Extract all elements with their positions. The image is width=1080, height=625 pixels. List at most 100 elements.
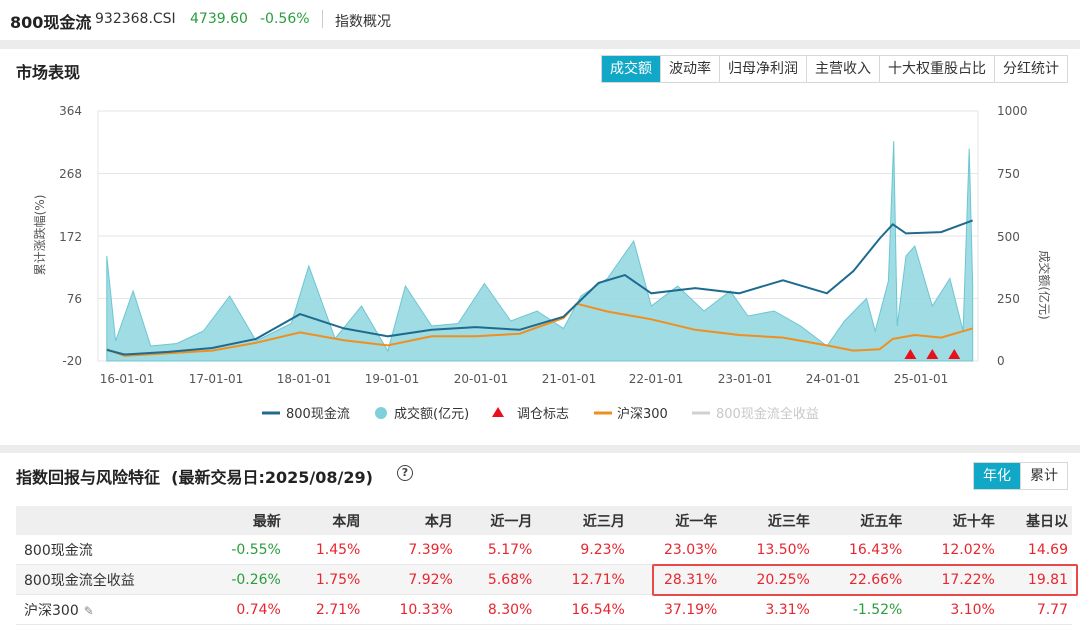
x-axis: 16-01-01 17-01-01 18-01-01 19-01-01 20-0… xyxy=(100,372,948,386)
x-tick-label: 21-01-01 xyxy=(542,372,596,386)
row-name-text: 沪深300 xyxy=(24,602,79,619)
row-name-text: 800现金流 xyxy=(24,542,93,559)
legend-item-hs300[interactable]: 沪深300 xyxy=(594,406,668,422)
index-overview-link[interactable]: 指数概况 xyxy=(335,14,391,30)
return-cell: 5.68% xyxy=(462,564,543,595)
return-cell: 20.25% xyxy=(727,564,820,595)
x-tick-label: 25-01-01 xyxy=(894,372,948,386)
legend-item-volume[interactable]: 成交额(亿元) xyxy=(375,406,469,422)
return-cell: 5.17% xyxy=(462,535,543,565)
legend-label: 800现金流全收益 xyxy=(716,406,819,422)
tab-revenue[interactable]: 主营收入 xyxy=(806,56,879,82)
returns-panel-title: 指数回报与风险特征 (最新交易日:2025/08/29) xyxy=(16,464,373,488)
return-cell: -0.55% xyxy=(204,535,291,565)
index-change: -0.56% xyxy=(260,11,310,27)
y-tick-right: 0 xyxy=(997,354,1005,368)
index-price: 4739.60 xyxy=(190,11,248,27)
index-header: 800现金流 932368.CSI 4739.60 -0.56% 指数概况 xyxy=(0,0,1080,40)
return-cell: 7.39% xyxy=(370,535,463,565)
column-header: 近十年 xyxy=(912,506,1005,535)
legend-item-total-return[interactable]: 800现金流全收益 xyxy=(692,406,819,422)
market-chart: 364 268 172 76 -20 累计涨跌幅(%) 1000 750 500… xyxy=(32,104,1052,422)
returns-table: 最新 本周 本月 近一月 近三月 近一年 近三年 近五年 近十年 基日以 800… xyxy=(16,506,1072,625)
y-axis-right-label: 成交额(亿元) xyxy=(1037,250,1052,319)
metric-tabs: 成交额 波动率 归母净利润 主营收入 十大权重股占比 分红统计 xyxy=(601,55,1068,83)
y-axis-left-label: 累计涨跌幅(%) xyxy=(32,195,47,276)
return-cell: 10.33% xyxy=(370,594,463,625)
x-tick-label: 18-01-01 xyxy=(277,372,331,386)
index-name: 800现金流 xyxy=(10,13,92,32)
toggle-cumulative[interactable]: 累计 xyxy=(1020,463,1067,489)
legend-item-index[interactable]: 800现金流 xyxy=(262,406,350,422)
return-mode-toggle: 年化 累计 xyxy=(973,462,1068,490)
column-header: 基日以 xyxy=(1004,506,1072,535)
rebalance-marker-layer xyxy=(904,349,961,359)
legend-label: 成交额(亿元) xyxy=(394,406,469,422)
return-cell: -0.26% xyxy=(204,564,291,595)
market-performance-panel: 市场表现 成交额 波动率 归母净利润 主营收入 十大权重股占比 分红统计 364… xyxy=(0,49,1080,445)
return-cell: 16.43% xyxy=(819,535,913,565)
rebalance-marker[interactable] xyxy=(948,349,961,359)
y-tick-left: 364 xyxy=(59,104,82,118)
tab-net-profit[interactable]: 归母净利润 xyxy=(719,56,806,82)
return-cell: 23.03% xyxy=(634,535,728,565)
return-cell: 12.71% xyxy=(542,564,635,595)
tab-volatility[interactable]: 波动率 xyxy=(660,56,719,82)
row-name: 800现金流全收益 xyxy=(16,564,204,595)
column-header xyxy=(16,506,204,535)
column-header: 近三年 xyxy=(727,506,820,535)
legend-triangle-icon xyxy=(492,407,504,417)
latest-trade-date: (最新交易日:2025/08/29) xyxy=(171,468,373,487)
table-header-row: 最新 本周 本月 近一月 近三月 近一年 近三年 近五年 近十年 基日以 xyxy=(16,506,1072,535)
column-header: 近五年 xyxy=(819,506,913,535)
return-cell: 7.77 xyxy=(1004,594,1072,625)
return-cell: 1.75% xyxy=(290,564,371,595)
tab-turnover[interactable]: 成交额 xyxy=(602,56,660,82)
y-tick-left: -20 xyxy=(62,354,82,368)
index-code: 932368.CSI xyxy=(95,11,176,27)
line-series-layer xyxy=(106,219,974,357)
legend-item-rebalance[interactable]: 调仓标志 xyxy=(492,407,569,422)
y-axis-right: 1000 750 500 250 0 成交额(亿元) xyxy=(997,104,1052,368)
column-header: 本周 xyxy=(290,506,371,535)
x-tick-label: 17-01-01 xyxy=(189,372,243,386)
return-cell: 14.69 xyxy=(1004,535,1072,565)
return-cell: 13.50% xyxy=(727,535,820,565)
series-index-line xyxy=(106,219,974,356)
rebalance-marker[interactable] xyxy=(904,349,917,359)
return-cell: 3.31% xyxy=(727,594,820,625)
table-row[interactable]: 沪深300 ✎ 0.74% 2.71% 10.33% 8.30% 16.54% 37.19% 3… xyxy=(16,594,1072,625)
return-cell: 19.81 xyxy=(1004,564,1072,595)
series-volume-area xyxy=(106,140,974,362)
x-tick-label: 16-01-01 xyxy=(100,372,154,386)
table-row[interactable]: 800现金流全收益 -0.26% 1.75% 7.92% 5.68% 12.71% 28.3… xyxy=(16,564,1072,595)
return-cell: 17.22% xyxy=(912,564,1005,595)
return-cell: 1.45% xyxy=(290,535,371,565)
tab-dividend-stats[interactable]: 分红统计 xyxy=(994,56,1067,82)
column-header: 本月 xyxy=(370,506,463,535)
legend-label: 调仓标志 xyxy=(517,407,569,422)
return-cell: 3.10% xyxy=(912,594,1005,625)
legend-label: 沪深300 xyxy=(617,406,668,422)
y-axis-left: 364 268 172 76 -20 累计涨跌幅(%) xyxy=(32,104,82,368)
help-icon[interactable]: ? xyxy=(397,465,413,481)
return-cell: 0.74% xyxy=(204,594,291,625)
volume-area-layer xyxy=(106,140,974,362)
return-cell: 28.31% xyxy=(634,564,728,595)
y-tick-right: 500 xyxy=(997,230,1020,244)
rebalance-marker[interactable] xyxy=(926,349,939,359)
return-cell: 7.92% xyxy=(370,564,463,595)
edit-pencil-icon[interactable]: ✎ xyxy=(83,603,94,618)
table-row[interactable]: 800现金流 -0.55% 1.45% 7.39% 5.17% 9.23% 23.03% 13… xyxy=(16,535,1072,565)
return-cell: 16.54% xyxy=(542,594,635,625)
returns-title-text: 指数回报与风险特征 xyxy=(16,468,161,487)
market-panel-title: 市场表现 xyxy=(16,63,81,82)
y-tick-right: 750 xyxy=(997,167,1020,181)
tab-top10-weight[interactable]: 十大权重股占比 xyxy=(879,56,994,82)
toggle-annualized[interactable]: 年化 xyxy=(974,463,1020,489)
row-name: 沪深300 ✎ xyxy=(16,594,204,625)
y-tick-right: 1000 xyxy=(997,104,1028,118)
return-cell: -1.52% xyxy=(819,594,913,625)
x-tick-label: 24-01-01 xyxy=(806,372,860,386)
y-tick-left: 76 xyxy=(67,292,82,306)
